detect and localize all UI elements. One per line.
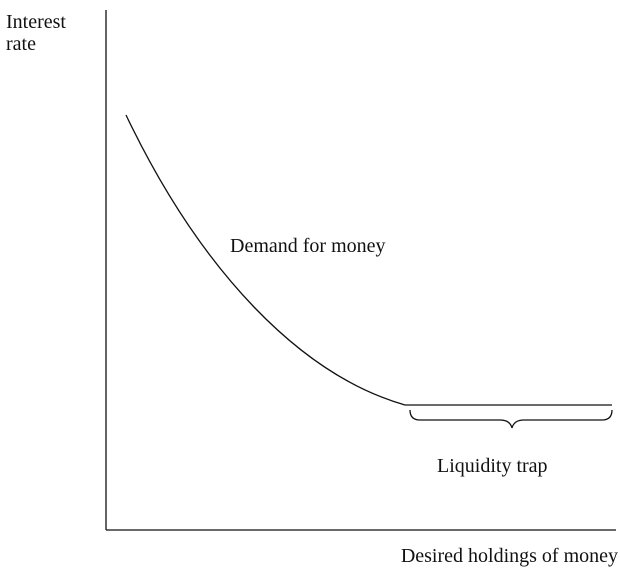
x-axis-label: Desired holdings of money — [401, 545, 618, 567]
trap-label: Liquidity trap — [437, 455, 548, 477]
y-axis-label: Interest — [6, 11, 66, 33]
brace — [409, 409, 613, 429]
demand-curve — [125, 114, 612, 406]
curve-label: Demand for money — [230, 235, 386, 257]
y-axis-label: rate — [6, 33, 36, 55]
